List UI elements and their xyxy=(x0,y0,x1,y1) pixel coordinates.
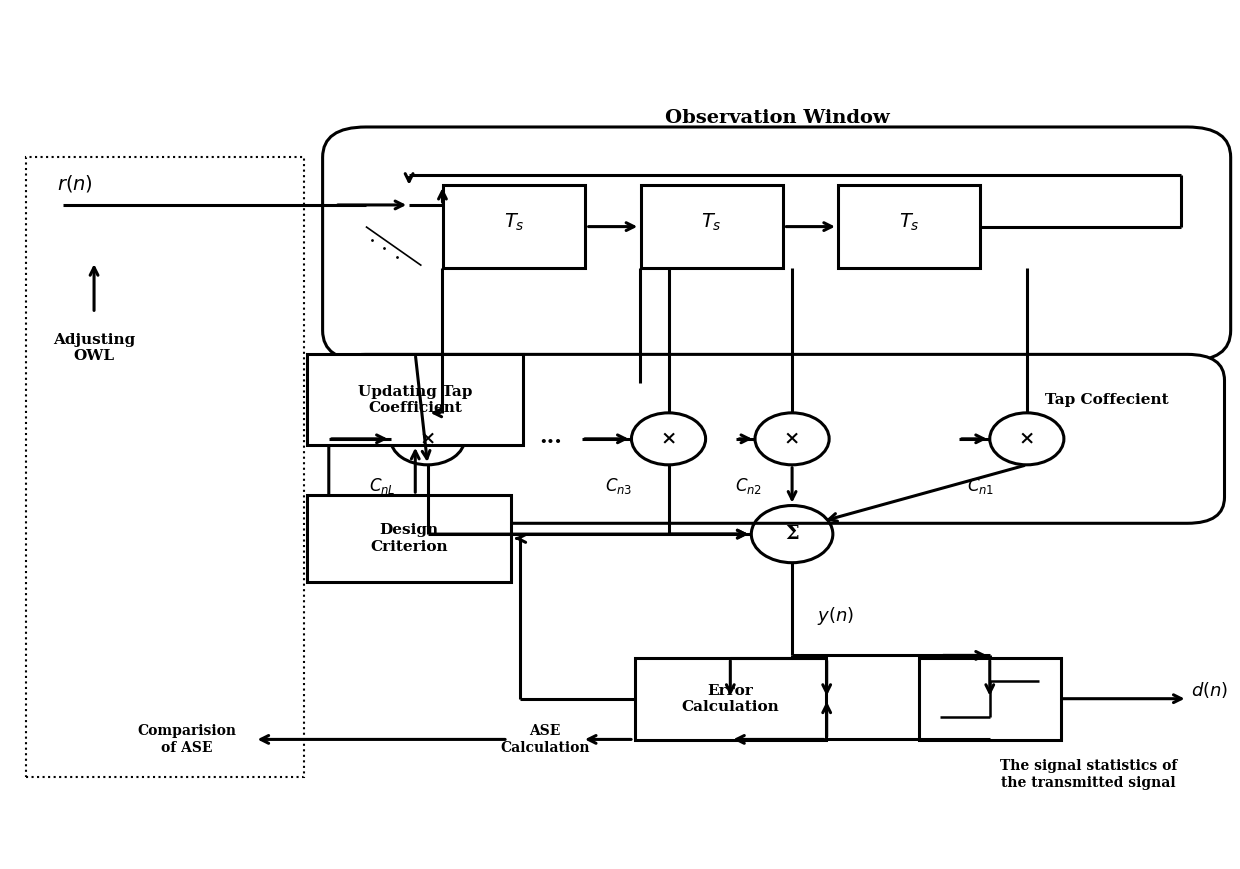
Text: $C_{n2}$: $C_{n2}$ xyxy=(735,476,763,496)
Text: $d(n)$: $d(n)$ xyxy=(1192,680,1229,700)
Text: Σ: Σ xyxy=(785,525,799,543)
Text: Adjusting
OWL: Adjusting OWL xyxy=(53,333,135,363)
Text: $T_s$: $T_s$ xyxy=(899,212,920,233)
Text: The signal statistics of
the transmitted signal: The signal statistics of the transmitted… xyxy=(999,760,1177,790)
Text: ×: × xyxy=(661,430,677,448)
Bar xyxy=(635,658,826,740)
Text: Observation Window: Observation Window xyxy=(665,109,889,127)
Text: ASE
Calculation: ASE Calculation xyxy=(500,724,590,754)
FancyBboxPatch shape xyxy=(329,355,1225,523)
Bar xyxy=(443,185,585,268)
Text: $C_{n3}$: $C_{n3}$ xyxy=(605,476,632,496)
Bar xyxy=(26,157,304,777)
Bar xyxy=(308,495,511,581)
Text: $T_s$: $T_s$ xyxy=(702,212,722,233)
Text: ×: × xyxy=(419,430,435,448)
Text: ×: × xyxy=(784,430,800,448)
Text: ×: × xyxy=(1018,430,1035,448)
FancyBboxPatch shape xyxy=(322,127,1230,361)
Text: Design
Criterion: Design Criterion xyxy=(371,523,448,554)
Text: $C_{n1}$: $C_{n1}$ xyxy=(967,476,994,496)
Bar xyxy=(919,658,1060,740)
Text: $r(n)$: $r(n)$ xyxy=(57,173,93,194)
Text: ...: ... xyxy=(539,426,563,448)
Text: Updating Tap
Coefficient: Updating Tap Coefficient xyxy=(358,385,472,415)
Text: $y(n)$: $y(n)$ xyxy=(817,606,854,627)
Text: Comparision
of ASE: Comparision of ASE xyxy=(138,724,236,754)
Bar xyxy=(641,185,782,268)
Bar xyxy=(308,355,523,445)
Text: $C_{nL}$: $C_{nL}$ xyxy=(368,476,396,496)
Text: $T_s$: $T_s$ xyxy=(503,212,525,233)
Text: Error
Calculation: Error Calculation xyxy=(682,684,779,713)
Text: Tap Coffecient: Tap Coffecient xyxy=(1045,393,1169,407)
Bar xyxy=(838,185,981,268)
